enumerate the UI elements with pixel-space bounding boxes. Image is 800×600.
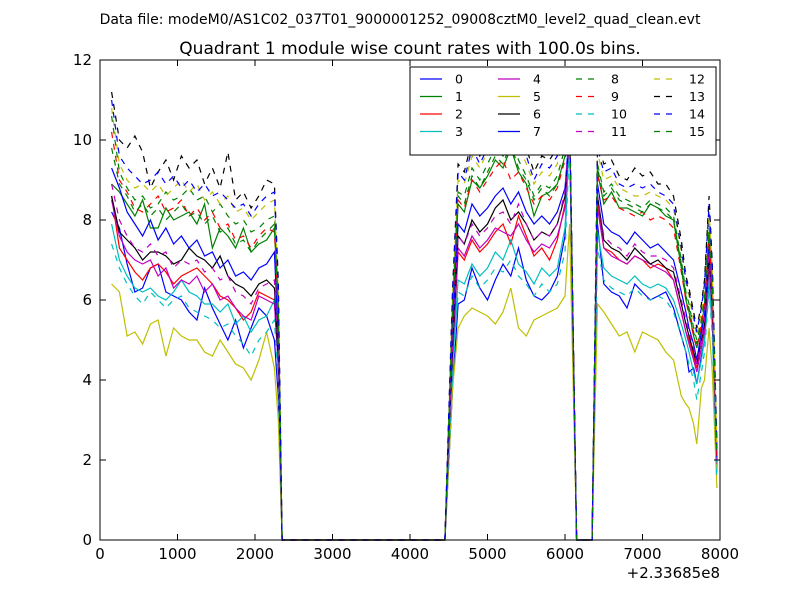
series-line-6 bbox=[111, 127, 718, 541]
x-tick-label: 4000 bbox=[391, 545, 429, 563]
y-tick-label: 8 bbox=[82, 211, 92, 229]
x-tick-label: 2000 bbox=[236, 545, 274, 563]
legend-label-2: 2 bbox=[455, 107, 463, 122]
series-line-1 bbox=[111, 127, 718, 541]
y-tick-label: 2 bbox=[82, 451, 92, 469]
legend-label-8: 8 bbox=[611, 72, 619, 87]
series-line-7 bbox=[111, 127, 718, 541]
x-tick-label: 6000 bbox=[546, 545, 584, 563]
legend-label-3: 3 bbox=[455, 124, 463, 139]
series-line-10 bbox=[111, 143, 718, 541]
series-line-4 bbox=[111, 131, 718, 541]
legend-label-13: 13 bbox=[689, 89, 705, 104]
legend-label-7: 7 bbox=[533, 124, 541, 139]
legend-box bbox=[409, 66, 717, 156]
legend-label-12: 12 bbox=[689, 72, 705, 87]
series-line-13 bbox=[111, 91, 718, 541]
y-tick-label: 4 bbox=[82, 371, 92, 389]
y-tick-label: 12 bbox=[73, 51, 92, 69]
series-line-12 bbox=[111, 107, 718, 541]
series-line-0 bbox=[111, 123, 718, 541]
chart-suptitle: Data file: modeM0/AS1C02_037T01_90000012… bbox=[100, 12, 701, 28]
series-line-5 bbox=[111, 223, 718, 541]
x-tick-label: 8000 bbox=[701, 545, 739, 563]
y-tick-label: 6 bbox=[82, 291, 92, 309]
y-tick-label: 10 bbox=[73, 131, 92, 149]
legend-label-10: 10 bbox=[611, 107, 627, 122]
series-lines bbox=[111, 91, 718, 541]
legend-label-15: 15 bbox=[689, 124, 705, 139]
legend-label-4: 4 bbox=[533, 72, 541, 87]
x-tick-label: 5000 bbox=[468, 545, 506, 563]
x-tick-label: 3000 bbox=[313, 545, 351, 563]
x-tick-label: 7000 bbox=[623, 545, 661, 563]
legend-label-1: 1 bbox=[455, 89, 463, 104]
legend-label-9: 9 bbox=[611, 89, 619, 104]
legend-label-0: 0 bbox=[455, 72, 463, 87]
series-line-14 bbox=[111, 99, 718, 541]
y-tick-label: 0 bbox=[82, 531, 92, 549]
series-line-3 bbox=[111, 135, 718, 541]
x-tick-label: 0 bbox=[95, 545, 105, 563]
x-offset-label: +2.33685e8 bbox=[627, 564, 720, 582]
series-line-11 bbox=[111, 131, 718, 541]
legend-label-6: 6 bbox=[533, 107, 541, 122]
chart-title: Quadrant 1 module wise count rates with … bbox=[179, 39, 640, 59]
x-axis: 0 1000 2000 3000 4000 5000 6000 7000 8000 bbox=[95, 60, 739, 563]
x-tick-label: 1000 bbox=[158, 545, 196, 563]
legend-label-11: 11 bbox=[611, 124, 627, 139]
legend-label-5: 5 bbox=[533, 89, 541, 104]
legend-label-14: 14 bbox=[689, 107, 705, 122]
